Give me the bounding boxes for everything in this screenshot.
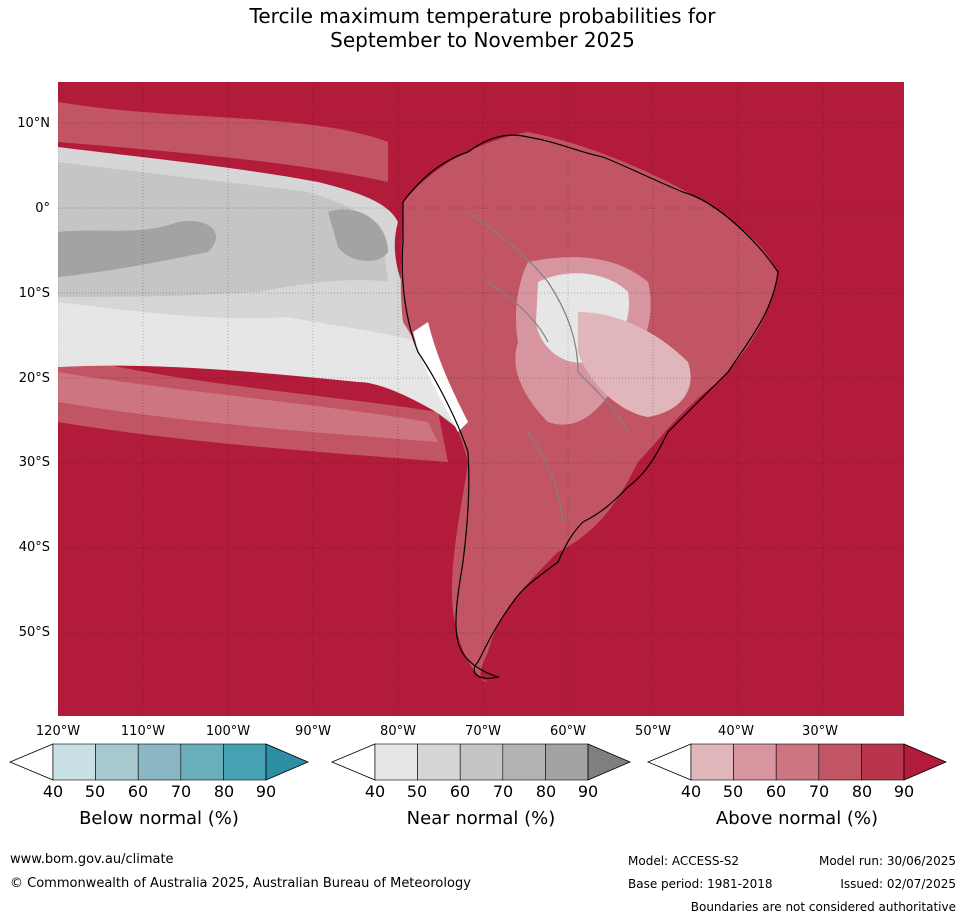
lat-label-20s: 20°S: [18, 371, 50, 386]
below-tick-50: 50: [84, 782, 106, 801]
near-tick-60: 60: [449, 782, 471, 801]
colorbar-segment: [545, 743, 589, 781]
near-tick-40: 40: [364, 782, 386, 801]
lat-label-10n: 10°N: [17, 116, 50, 131]
above-tick-80: 80: [851, 782, 873, 801]
near-normal-90-region: [58, 221, 217, 277]
below-tick-40: 40: [42, 782, 64, 801]
colorbar-segment: [95, 743, 139, 781]
lat-label-30s: 30°S: [18, 455, 50, 470]
above-tick-40: 40: [680, 782, 702, 801]
issued-text: Issued: 02/07/2025: [840, 877, 956, 891]
colorbar-extend-low: [8, 743, 54, 781]
lon-label-60w: 60°W: [550, 724, 586, 739]
colorbar-below-normal: [8, 743, 310, 781]
colorbar-segment: [861, 743, 905, 781]
copyright-text: © Commonwealth of Australia 2025, Austra…: [10, 876, 471, 891]
near-tick-70: 70: [492, 782, 514, 801]
lon-label-70w: 70°W: [465, 724, 501, 739]
lat-label-50s: 50°S: [18, 625, 50, 640]
colorbar-extend-high: [587, 743, 632, 781]
lon-label-50w: 50°W: [635, 724, 671, 739]
near-tick-80: 80: [535, 782, 557, 801]
band-above-80: [58, 102, 388, 182]
colorbar-segment: [417, 743, 461, 781]
lon-label-120w: 120°W: [35, 724, 81, 739]
colorbar-segment: [818, 743, 862, 781]
colorbar-below-title: Below normal (%): [79, 808, 239, 829]
model-run-text: Model run: 30/06/2025: [818, 854, 956, 868]
lon-label-110w: 110°W: [120, 724, 166, 739]
disclaimer-text: Boundaries are not considered authoritat…: [690, 900, 956, 914]
lat-label-40s: 40°S: [18, 540, 50, 555]
colorbar-extend-low: [330, 743, 376, 781]
lon-label-30w: 30°W: [802, 724, 838, 739]
base-period-text: Base period: 1981-2018: [628, 877, 773, 891]
colorbar-segment: [502, 743, 546, 781]
colorbar-segment: [374, 743, 418, 781]
continent-outline: [401, 134, 779, 679]
title-line-1: Tercile maximum temperature probabilitie…: [249, 4, 716, 28]
colorbar-segment: [775, 743, 820, 781]
above-tick-70: 70: [808, 782, 830, 801]
lat-label-10s: 10°S: [18, 286, 50, 301]
band-above-70: [58, 372, 438, 442]
land-above-50: [578, 312, 691, 417]
lat-label-0: 0°: [35, 201, 50, 216]
colorbar-above-normal: [646, 743, 948, 781]
lon-label-90w: 90°W: [295, 724, 331, 739]
colorbar-segment: [52, 743, 96, 781]
colorbar-segment: [137, 743, 182, 781]
above-tick-50: 50: [722, 782, 744, 801]
colorbar-extend-high: [903, 743, 948, 781]
colorbar-near-normal: [330, 743, 632, 781]
model-text: Model: ACCESS-S2: [628, 854, 740, 868]
near-normal-90-spot: [328, 209, 388, 262]
colorbar-extend-low: [646, 743, 692, 781]
below-tick-60: 60: [127, 782, 149, 801]
probability-map: [58, 82, 904, 716]
colorbar-above-title: Above normal (%): [715, 808, 879, 829]
colorbar-segment: [459, 743, 504, 781]
below-tick-80: 80: [213, 782, 235, 801]
above-tick-60: 60: [765, 782, 787, 801]
lon-label-40w: 40°W: [718, 724, 754, 739]
colorbar-near-title: Near normal (%): [406, 808, 556, 829]
chart-title: Tercile maximum temperature probabilitie…: [0, 4, 965, 52]
coastal-white-strip: [413, 322, 468, 432]
website-link[interactable]: www.bom.gov.au/climate: [10, 852, 174, 867]
country-borders: [467, 211, 629, 523]
lon-label-80w: 80°W: [380, 724, 416, 739]
map-graphic: [58, 82, 904, 716]
title-line-2: September to November 2025: [330, 28, 635, 52]
colorbar-segment: [223, 743, 267, 781]
above-tick-90: 90: [893, 782, 915, 801]
lon-label-100w: 100°W: [205, 724, 251, 739]
near-tick-50: 50: [406, 782, 428, 801]
graticule: [58, 82, 904, 716]
below-tick-70: 70: [170, 782, 192, 801]
colorbar-extend-high: [265, 743, 310, 781]
colorbar-segment: [180, 743, 224, 781]
below-tick-90: 90: [255, 782, 277, 801]
near-tick-90: 90: [577, 782, 599, 801]
colorbar-segment: [733, 743, 777, 781]
colorbar-segment: [690, 743, 734, 781]
near-normal-50-region: [58, 302, 468, 432]
